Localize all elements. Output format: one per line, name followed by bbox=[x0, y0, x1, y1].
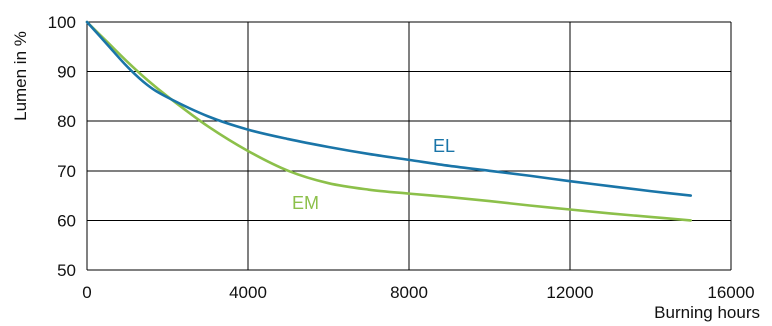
series-layer bbox=[85, 20, 693, 222]
series-line-el bbox=[85, 20, 693, 197]
x-tick-label: 4000 bbox=[229, 283, 267, 302]
series-line-em bbox=[85, 20, 693, 222]
y-tick-label: 100 bbox=[48, 13, 76, 32]
x-tick-label: 8000 bbox=[390, 283, 428, 302]
y-tick-label: 50 bbox=[57, 261, 76, 280]
x-tick-label: 16000 bbox=[707, 283, 754, 302]
y-tick-label: 60 bbox=[57, 211, 76, 230]
y-tick-label: 70 bbox=[57, 162, 76, 181]
x-axis-title: Burning hours bbox=[654, 303, 760, 322]
x-tick-label: 0 bbox=[82, 283, 91, 302]
y-tick-label: 90 bbox=[57, 63, 76, 82]
x-tick-label: 12000 bbox=[546, 283, 593, 302]
series-label-em: EM bbox=[292, 193, 319, 213]
grid-layer bbox=[86, 21, 732, 271]
y-tick-label: 80 bbox=[57, 112, 76, 131]
y-axis-title: Lumen in % bbox=[11, 31, 30, 121]
series-label-el: EL bbox=[433, 136, 455, 156]
tick-label-layer: 50 60 70 80 90 100 0 4000 8000 12000 16000 bbox=[48, 13, 755, 302]
